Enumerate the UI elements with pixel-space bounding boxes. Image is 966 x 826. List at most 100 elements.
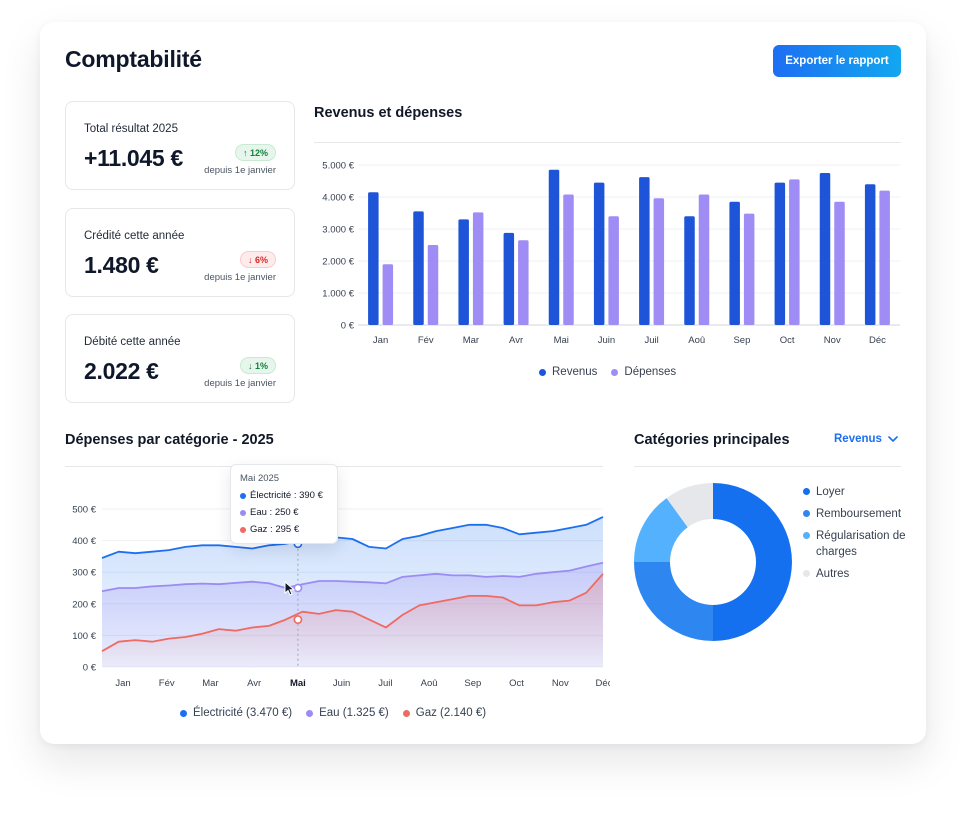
export-report-button[interactable]: Exporter le rapport (773, 45, 901, 77)
x-tick-label: Fév (418, 335, 434, 346)
trend-badge: ↓ 1% (239, 357, 276, 374)
bar-revenus[interactable] (593, 182, 605, 325)
line-gaz[interactable] (101, 573, 604, 652)
bar-revenus[interactable] (368, 192, 379, 325)
kpi-card-debit: Débité cette année 2.022 € ↓ 1% depuis 1… (65, 314, 295, 403)
tooltip-row-electricite: Électricité : 390 € (240, 490, 323, 501)
mouse-cursor-icon (284, 581, 296, 596)
x-tick-label: Fév (159, 678, 175, 689)
bar-depenses[interactable] (382, 264, 394, 325)
divider (314, 142, 901, 143)
legend-item-eau[interactable]: Eau (1.325 €) (306, 707, 389, 719)
arrow-down-icon: ↓ (247, 255, 253, 265)
hover-marker-eau[interactable] (293, 583, 303, 593)
bar-depenses[interactable] (834, 201, 845, 325)
y-tick-label: 3.000 € (322, 225, 354, 236)
categories-title: Catégories principales (634, 432, 790, 448)
bar-revenus[interactable] (774, 182, 786, 325)
x-tick-label: Juin (598, 335, 615, 346)
legend-item-revenus[interactable]: Revenus (539, 366, 597, 378)
bar-depenses[interactable] (879, 190, 890, 325)
x-tick-label: Aoû (688, 335, 705, 346)
y-tick-label: 5.000 € (322, 161, 354, 172)
x-tick-label: Avr (247, 678, 261, 689)
donut-legend-item: Loyer (803, 484, 908, 500)
bar-revenus[interactable] (548, 169, 560, 325)
donut-slice-3[interactable] (666, 483, 713, 528)
bar-depenses[interactable] (608, 216, 619, 325)
bar-depenses[interactable] (518, 240, 529, 325)
bar-depenses[interactable] (743, 213, 755, 325)
x-tick-label: Nov (824, 335, 841, 346)
expense-area-chart: 0 € 100 € 200 € 300 € 400 € 500 € Jan Fév Mar Avr… (72, 505, 610, 690)
x-tick-label: Mar (463, 335, 479, 346)
revenue-chart-title: Revenus et dépenses (314, 105, 463, 121)
kpi-label: Crédité cette année (84, 230, 185, 242)
hover-marker-gaz[interactable] (293, 615, 303, 625)
arrow-down-icon: ↓ (247, 361, 253, 371)
bar-depenses[interactable] (653, 198, 665, 325)
donut-legend: Loyer Remboursement Régularisation de ch… (803, 484, 908, 588)
x-tick-label: Nov (552, 678, 569, 689)
bar-depenses[interactable] (472, 212, 484, 325)
y-tick-label: 1.000 € (322, 289, 354, 300)
legend-dot (306, 709, 314, 717)
legend-dot (539, 368, 546, 376)
bar-revenus[interactable] (639, 177, 650, 325)
x-tick-label: Sep (464, 678, 481, 689)
x-tick-label: Oct (509, 678, 524, 689)
revenue-bar-chart: 0 € 1.000 € 2.000 € 3.000 € 4.000 € 5.000 € Ja… (322, 161, 900, 346)
bar-revenus[interactable] (729, 201, 740, 325)
arrow-up-icon: ↑ (242, 148, 248, 158)
x-tick-label: Sep (733, 335, 750, 346)
bar-depenses[interactable] (789, 179, 800, 325)
kpi-value: 1.480 € (84, 252, 159, 278)
y-tick-label: 4.000 € (322, 193, 354, 204)
y-tick-label: 0 € (341, 321, 355, 332)
bar-depenses[interactable] (563, 194, 574, 325)
bar-revenus[interactable] (864, 184, 876, 325)
donut-legend-item: Remboursement (803, 506, 908, 522)
legend-dot (180, 709, 187, 717)
trend-badge: ↓ 6% (239, 251, 276, 268)
x-tick-label: Déc (869, 335, 886, 346)
categories-dropdown[interactable]: Revenus (834, 433, 898, 445)
kpi-value: 2.022 € (84, 358, 159, 384)
legend-item-depenses[interactable]: Dépenses (611, 366, 676, 378)
bar-depenses[interactable] (698, 194, 710, 325)
chevron-down-icon (888, 435, 898, 442)
categories-donut-chart (634, 483, 792, 641)
revenue-legend: Revenus Dépenses (539, 366, 676, 378)
donut-slice-0[interactable] (713, 483, 792, 641)
x-tick-label: Mai (290, 678, 306, 689)
kpi-card-total: Total résultat 2025 +11.045 € ↑ 12% depu… (65, 101, 295, 190)
donut-slice-2[interactable] (634, 498, 688, 562)
bar-revenus[interactable] (413, 211, 424, 325)
x-tick-label: Juil (644, 335, 658, 346)
y-tick-label: 100 € (72, 631, 96, 642)
bar-revenus[interactable] (684, 216, 695, 325)
donut-legend-item: Régularisation de charges (803, 528, 908, 560)
area-gaz (102, 573, 603, 667)
line-electricite[interactable] (101, 516, 604, 559)
bar-depenses[interactable] (427, 245, 439, 325)
y-tick-label: 500 € (72, 505, 96, 516)
kpi-since: depuis 1e janvier (204, 165, 276, 176)
legend-dot (611, 368, 619, 376)
y-tick-label: 0 € (83, 663, 97, 674)
bar-revenus[interactable] (503, 232, 515, 325)
legend-item-electricite[interactable]: Électricité (3.470 €) (180, 707, 292, 719)
dropdown-value: Revenus (834, 433, 882, 445)
tooltip-title: Mai 2025 (240, 473, 280, 484)
x-tick-label: Déc (596, 678, 610, 689)
legend-item-gaz[interactable]: Gaz (2.140 €) (402, 707, 486, 719)
x-tick-label: Juil (378, 678, 392, 689)
bar-revenus[interactable] (819, 173, 831, 325)
kpi-label: Total résultat 2025 (84, 123, 178, 135)
donut-slice-1[interactable] (634, 562, 713, 641)
line-eau[interactable] (101, 561, 604, 593)
kpi-since: depuis 1e janvier (204, 378, 276, 389)
x-tick-label: Jan (115, 678, 130, 689)
bar-revenus[interactable] (458, 219, 469, 325)
kpi-since: depuis 1e janvier (204, 272, 276, 283)
